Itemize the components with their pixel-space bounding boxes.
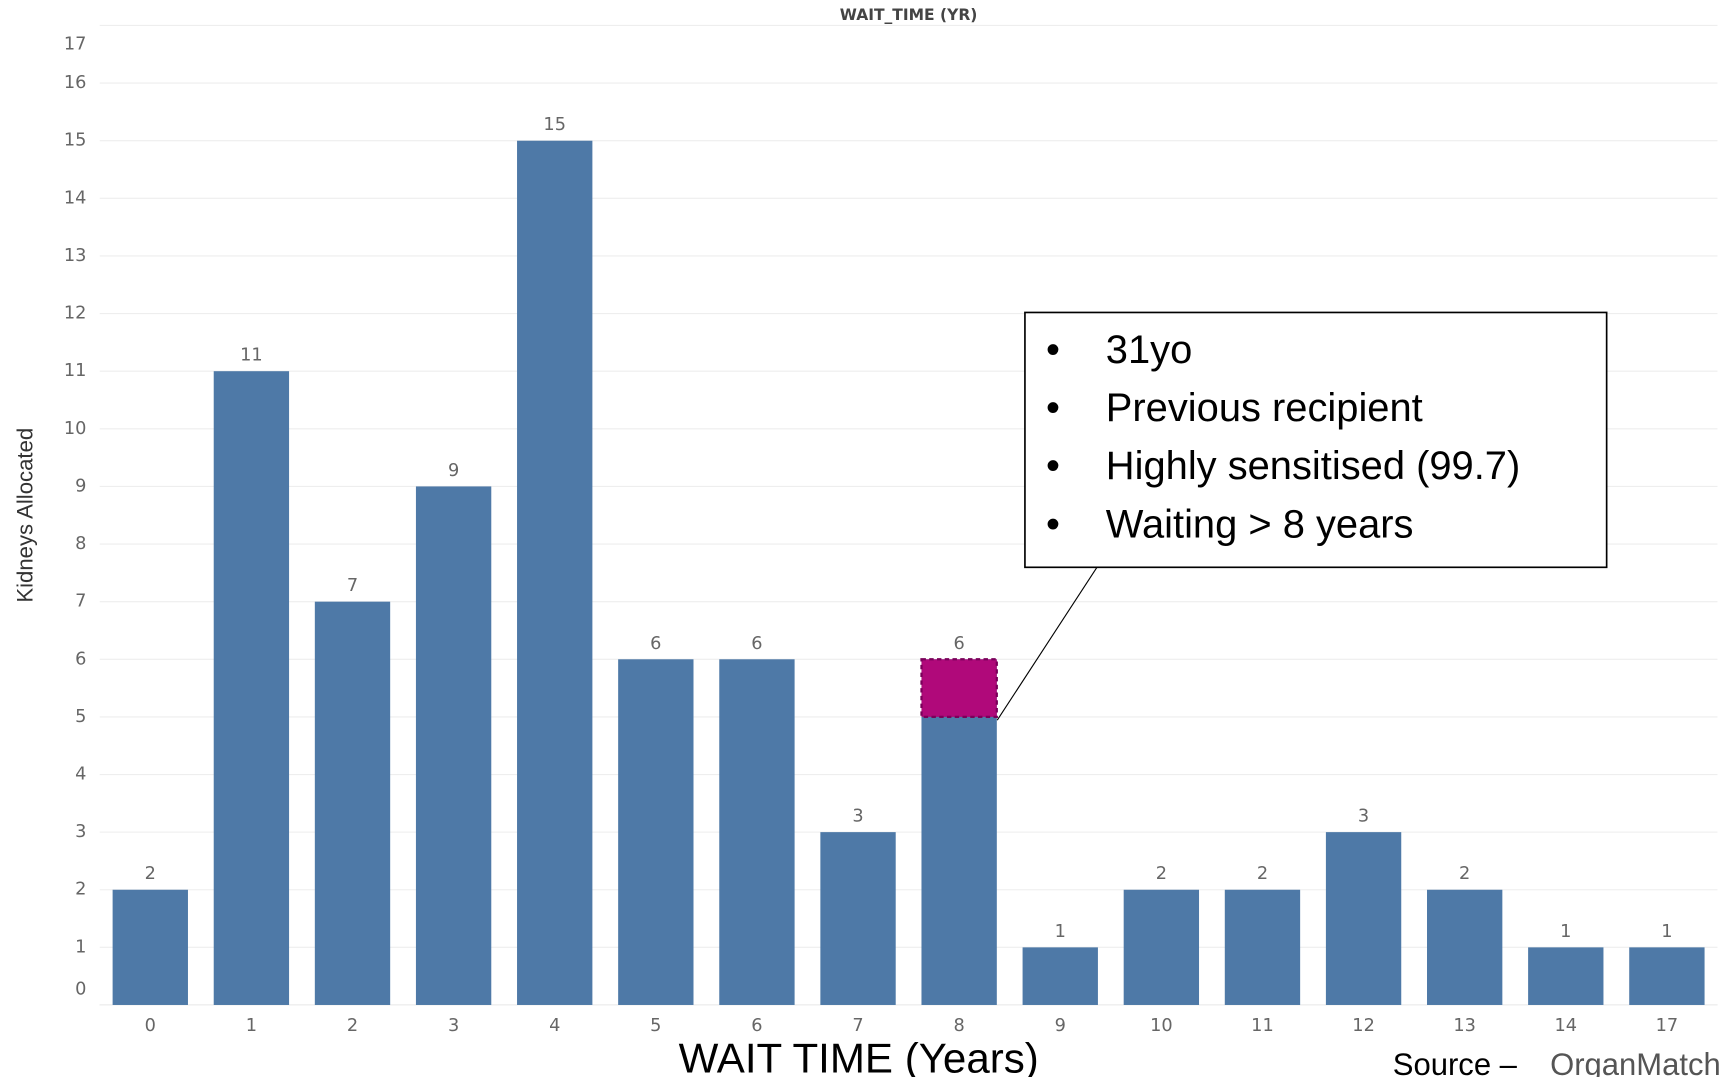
y-tick-label: 13 bbox=[64, 246, 87, 266]
bar bbox=[112, 889, 188, 1005]
annotation-bullet: • bbox=[1046, 502, 1060, 546]
chart-title: WAIT_TIME (YR) bbox=[840, 6, 978, 24]
y-tick-label: 9 bbox=[75, 476, 86, 496]
x-tick-label: 7 bbox=[852, 1016, 863, 1036]
bar bbox=[1022, 947, 1098, 1005]
y-tick-label: 4 bbox=[75, 765, 86, 785]
annotation-line: Highly sensitised (99.7) bbox=[1106, 444, 1520, 488]
bar bbox=[1427, 889, 1503, 1005]
y-tick-label: 5 bbox=[75, 707, 86, 727]
bar bbox=[517, 140, 593, 1005]
y-tick-label: 3 bbox=[75, 822, 86, 842]
bar bbox=[1528, 947, 1604, 1005]
value-label: 2 bbox=[145, 864, 156, 884]
value-label: 6 bbox=[751, 634, 762, 654]
y-tick-label: 10 bbox=[64, 419, 87, 439]
x-tick-label: 10 bbox=[1150, 1016, 1173, 1036]
annotation-bullet: • bbox=[1046, 386, 1060, 430]
annotation-line: Previous recipient bbox=[1106, 386, 1423, 430]
x-axis-label: WAIT TIME (Years) bbox=[679, 1035, 1039, 1077]
value-label: 11 bbox=[240, 346, 263, 366]
bar bbox=[1123, 889, 1200, 1005]
value-label: 1 bbox=[1661, 922, 1672, 942]
y-tick-label: 0 bbox=[75, 979, 86, 999]
value-label: 2 bbox=[1156, 864, 1167, 884]
x-tick-label: 9 bbox=[1055, 1016, 1066, 1036]
source-prefix: Source – bbox=[1393, 1047, 1518, 1077]
bar bbox=[820, 832, 896, 1005]
y-tick-label: 8 bbox=[75, 534, 86, 554]
y-tick-label: 16 bbox=[64, 73, 87, 93]
x-tick-label: 6 bbox=[751, 1016, 762, 1036]
x-tick-label: 2 bbox=[347, 1016, 358, 1036]
bar bbox=[618, 659, 694, 1005]
y-tick-label: 6 bbox=[75, 649, 86, 669]
x-tick-label: 5 bbox=[650, 1016, 661, 1036]
y-tick-label: 14 bbox=[64, 188, 87, 208]
y-tick-label: 7 bbox=[75, 592, 86, 612]
annotation-bullet: • bbox=[1046, 328, 1060, 372]
x-tick-label: 17 bbox=[1656, 1016, 1679, 1036]
bar bbox=[719, 659, 795, 1005]
y-tick-label: 12 bbox=[64, 304, 87, 324]
connector bbox=[996, 567, 1098, 721]
bar bbox=[1629, 947, 1705, 1005]
bar bbox=[415, 486, 492, 1005]
value-label: 6 bbox=[650, 634, 661, 654]
x-tick-label: 11 bbox=[1251, 1016, 1274, 1036]
value-label: 9 bbox=[448, 461, 459, 481]
x-tick-label: 1 bbox=[246, 1016, 257, 1036]
annotation-line: 31yo bbox=[1106, 328, 1192, 372]
value-label: 2 bbox=[1257, 864, 1268, 884]
source-name: OrganMatch bbox=[1550, 1047, 1721, 1077]
value-label: 1 bbox=[1055, 922, 1066, 942]
x-tick-label: 3 bbox=[448, 1016, 459, 1036]
y-tick-label: 2 bbox=[75, 880, 86, 900]
y-tick-label: 17 bbox=[64, 34, 87, 54]
x-tick-label: 0 bbox=[145, 1016, 156, 1036]
y-tick-label: 15 bbox=[64, 131, 87, 151]
y-axis-label: Kidneys Allocated bbox=[12, 428, 37, 603]
value-label: 2 bbox=[1459, 864, 1470, 884]
value-label: 1 bbox=[1560, 922, 1571, 942]
x-tick-label: 8 bbox=[954, 1016, 965, 1036]
value-label: 3 bbox=[852, 807, 863, 827]
x-tick-label: 13 bbox=[1453, 1016, 1476, 1036]
bar bbox=[314, 601, 391, 1005]
x-tick-label: 4 bbox=[549, 1016, 560, 1036]
annotation-bullet: • bbox=[1046, 444, 1060, 488]
value-label: 6 bbox=[954, 634, 965, 654]
bar bbox=[1224, 889, 1301, 1005]
value-label: 3 bbox=[1358, 807, 1369, 827]
annotation-line: Waiting > 8 years bbox=[1106, 502, 1414, 546]
y-tick-label: 11 bbox=[64, 361, 87, 381]
y-tick-label: 1 bbox=[75, 937, 86, 957]
bar bbox=[213, 371, 290, 1005]
value-label: 15 bbox=[543, 115, 566, 135]
x-tick-label: 12 bbox=[1352, 1016, 1375, 1036]
value-label: 7 bbox=[347, 576, 358, 596]
bar bbox=[1325, 832, 1402, 1005]
annotation-box bbox=[1024, 311, 1608, 569]
highlight-segment bbox=[920, 658, 998, 718]
x-tick-label: 14 bbox=[1555, 1016, 1578, 1036]
